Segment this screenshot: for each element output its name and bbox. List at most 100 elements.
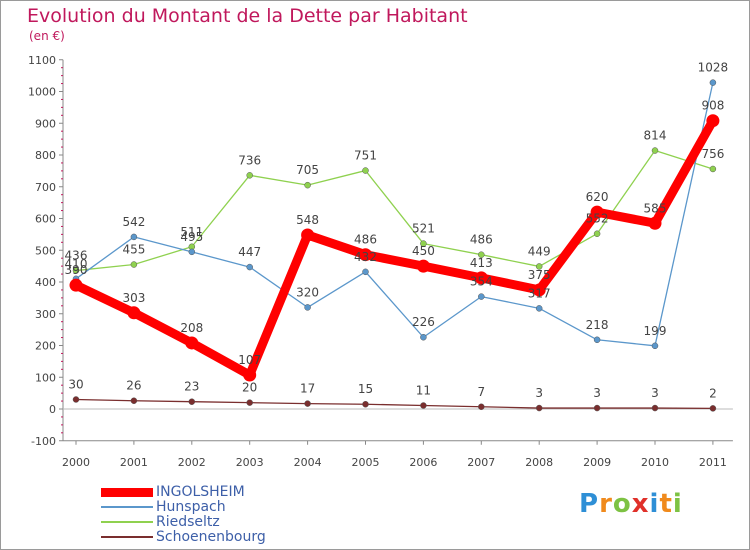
x-tick-label-11: 2011: [699, 456, 727, 469]
series-2-label-7: 486: [470, 233, 493, 247]
series-1-label-6: 226: [412, 315, 435, 329]
series-2-label-5: 751: [354, 149, 377, 163]
series-0-label-3: 107: [238, 353, 261, 367]
legend-swatch-0: [101, 487, 153, 497]
series-line-0: [71, 116, 718, 380]
series-1-label-0: 410: [65, 257, 88, 271]
series-line-2: [75, 149, 714, 272]
y-tick-label-0: -100: [31, 435, 56, 448]
series-1-label-1: 542: [122, 215, 145, 229]
series-0-label-2: 208: [180, 321, 203, 335]
series-0-point-8: [532, 283, 546, 297]
y-tick-label-4: 300: [35, 308, 56, 321]
series-1-point-11: [709, 79, 717, 86]
series-0-point-10: [648, 216, 662, 230]
series-1-label-5: 432: [354, 250, 377, 264]
y-tick-label-9: 800: [35, 149, 56, 162]
legend-item-2: Riedseltz: [101, 515, 401, 530]
series-1-label-2: 495: [180, 230, 203, 244]
series-1-point-5: [362, 268, 369, 276]
series-1-label-9: 218: [586, 318, 609, 332]
series-0-label-4: 548: [296, 213, 319, 227]
series-1-point-8: [535, 305, 543, 312]
series-2-label-10: 814: [644, 129, 667, 143]
series-1-label-7: 354: [470, 275, 493, 289]
series-1-label-10: 199: [644, 324, 667, 338]
series-line-1: [75, 81, 714, 347]
series-2-label-2: 511: [180, 225, 203, 239]
y-tick-label-1: 0: [49, 403, 56, 416]
series-3-point-1: [130, 397, 138, 404]
series-0-point-1: [127, 306, 141, 320]
series-3-label-2: 23: [184, 380, 199, 394]
x-tick-label-4: 2004: [294, 456, 322, 469]
series-1-point-7: [478, 293, 485, 300]
chart-subtitle: (en €): [29, 29, 65, 43]
x-tick-label-7: 2007: [467, 456, 495, 469]
series-1-point-4: [304, 304, 311, 311]
x-tick-label-1: 2001: [120, 456, 148, 469]
series-0-point-6: [416, 259, 430, 273]
series-3-label-4: 17: [300, 382, 315, 396]
series-3-label-3: 20: [242, 381, 257, 395]
logo-letter-4: i: [649, 489, 660, 519]
series-3-label-8: 3: [535, 386, 543, 400]
series-3-point-0: [72, 396, 80, 403]
series-2-label-4: 705: [296, 163, 319, 177]
logo-letter-2: o: [612, 489, 632, 519]
series-3-point-6: [420, 402, 427, 409]
series-3-point-4: [304, 400, 311, 407]
legend-item-1: Hunspach: [101, 500, 401, 515]
series-0-point-2: [185, 336, 199, 350]
series-2-label-0: 436: [65, 249, 88, 263]
x-tick-label-2: 2002: [178, 456, 206, 469]
y-tick-label-7: 600: [35, 213, 56, 226]
series-2-label-11: 756: [701, 147, 724, 161]
series-3-label-1: 26: [126, 379, 141, 393]
chart-title: Evolution du Montant de la Dette par Hab…: [27, 5, 468, 27]
logo-letter-0: P: [579, 489, 600, 519]
series-0-label-0: 390: [65, 263, 88, 277]
series-3-label-0: 30: [68, 377, 83, 391]
series-1-label-8: 317: [528, 286, 551, 300]
x-tick-label-8: 2008: [525, 456, 553, 469]
logo-letter-6: i: [672, 489, 683, 519]
series-2-point-1: [130, 261, 138, 268]
series-0-label-11: 908: [701, 99, 724, 113]
y-tick-label-12: 1100: [28, 54, 56, 67]
x-tick-label-0: 2000: [62, 456, 90, 469]
series-3-label-9: 3: [593, 386, 601, 400]
legend-item-3: Schoenenbourg: [101, 530, 401, 545]
series-2-point-10: [651, 147, 659, 154]
y-tick-label-8: 700: [35, 181, 56, 194]
series-0-point-3: [243, 368, 257, 382]
series-0-label-7: 413: [470, 256, 493, 270]
y-tick-label-3: 200: [35, 340, 56, 353]
series-2-label-3: 736: [238, 153, 261, 167]
series-2-point-7: [478, 251, 485, 258]
series-2-point-9: [593, 230, 601, 237]
proxiti-logo: Proxiti: [579, 489, 683, 519]
x-tick-label-5: 2005: [352, 456, 380, 469]
logo-letter-5: t: [659, 489, 673, 519]
series-2-point-5: [362, 167, 369, 174]
series-3-label-11: 2: [709, 386, 717, 400]
series-0-point-11: [706, 114, 720, 128]
series-0-label-9: 620: [586, 190, 609, 204]
legend-label-1: Hunspach: [156, 499, 226, 515]
series-1-point-6: [420, 333, 427, 341]
x-tick-label-3: 2003: [236, 456, 264, 469]
series-3-point-9: [593, 404, 601, 412]
series-2-point-8: [535, 263, 543, 270]
series-1-label-11: 1028: [698, 61, 729, 75]
series-line-3: [75, 398, 714, 410]
series-0-point-9: [590, 205, 604, 219]
y-tick-label-6: 500: [35, 244, 56, 257]
series-0-label-10: 585: [644, 201, 667, 215]
logo-letter-1: r: [599, 489, 613, 519]
series-3-point-8: [535, 404, 543, 412]
x-tick-label-10: 2010: [641, 456, 669, 469]
series-2-label-9: 552: [586, 212, 609, 226]
